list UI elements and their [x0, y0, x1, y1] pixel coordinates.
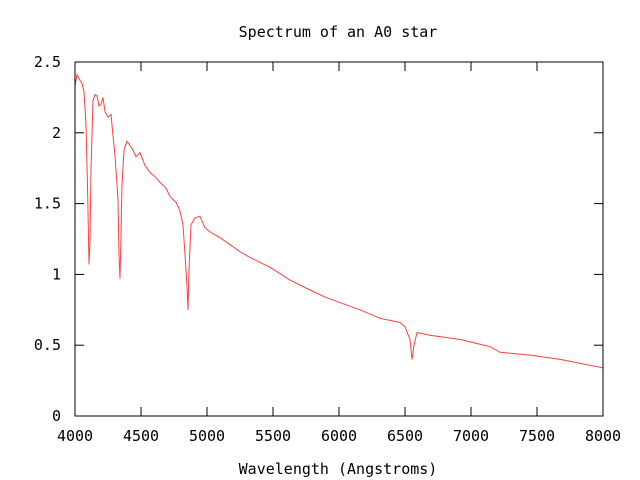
y-tick-label: 2.5	[34, 53, 61, 71]
x-axis-label: Wavelength (Angstroms)	[239, 460, 438, 478]
y-tick-label: 2	[52, 124, 61, 142]
x-tick-label: 5500	[255, 427, 291, 445]
x-tick-label: 7000	[453, 427, 489, 445]
x-tick-label: 7500	[519, 427, 555, 445]
y-tick-label: 0.5	[34, 336, 61, 354]
chart-title: Spectrum of an A0 star	[239, 23, 438, 41]
y-tick-label: 0	[52, 407, 61, 425]
spectrum-line	[74, 73, 604, 369]
x-tick-label: 5000	[189, 427, 225, 445]
x-tick-label: 4000	[57, 427, 93, 445]
x-tick-label: 6000	[321, 427, 357, 445]
x-tick-label: 4500	[123, 427, 159, 445]
y-tick-label: 1.5	[34, 195, 61, 213]
x-tick-label: 6500	[387, 427, 423, 445]
y-tick-label: 1	[52, 265, 61, 283]
x-tick-label: 8000	[585, 427, 621, 445]
plot-frame	[74, 61, 604, 417]
